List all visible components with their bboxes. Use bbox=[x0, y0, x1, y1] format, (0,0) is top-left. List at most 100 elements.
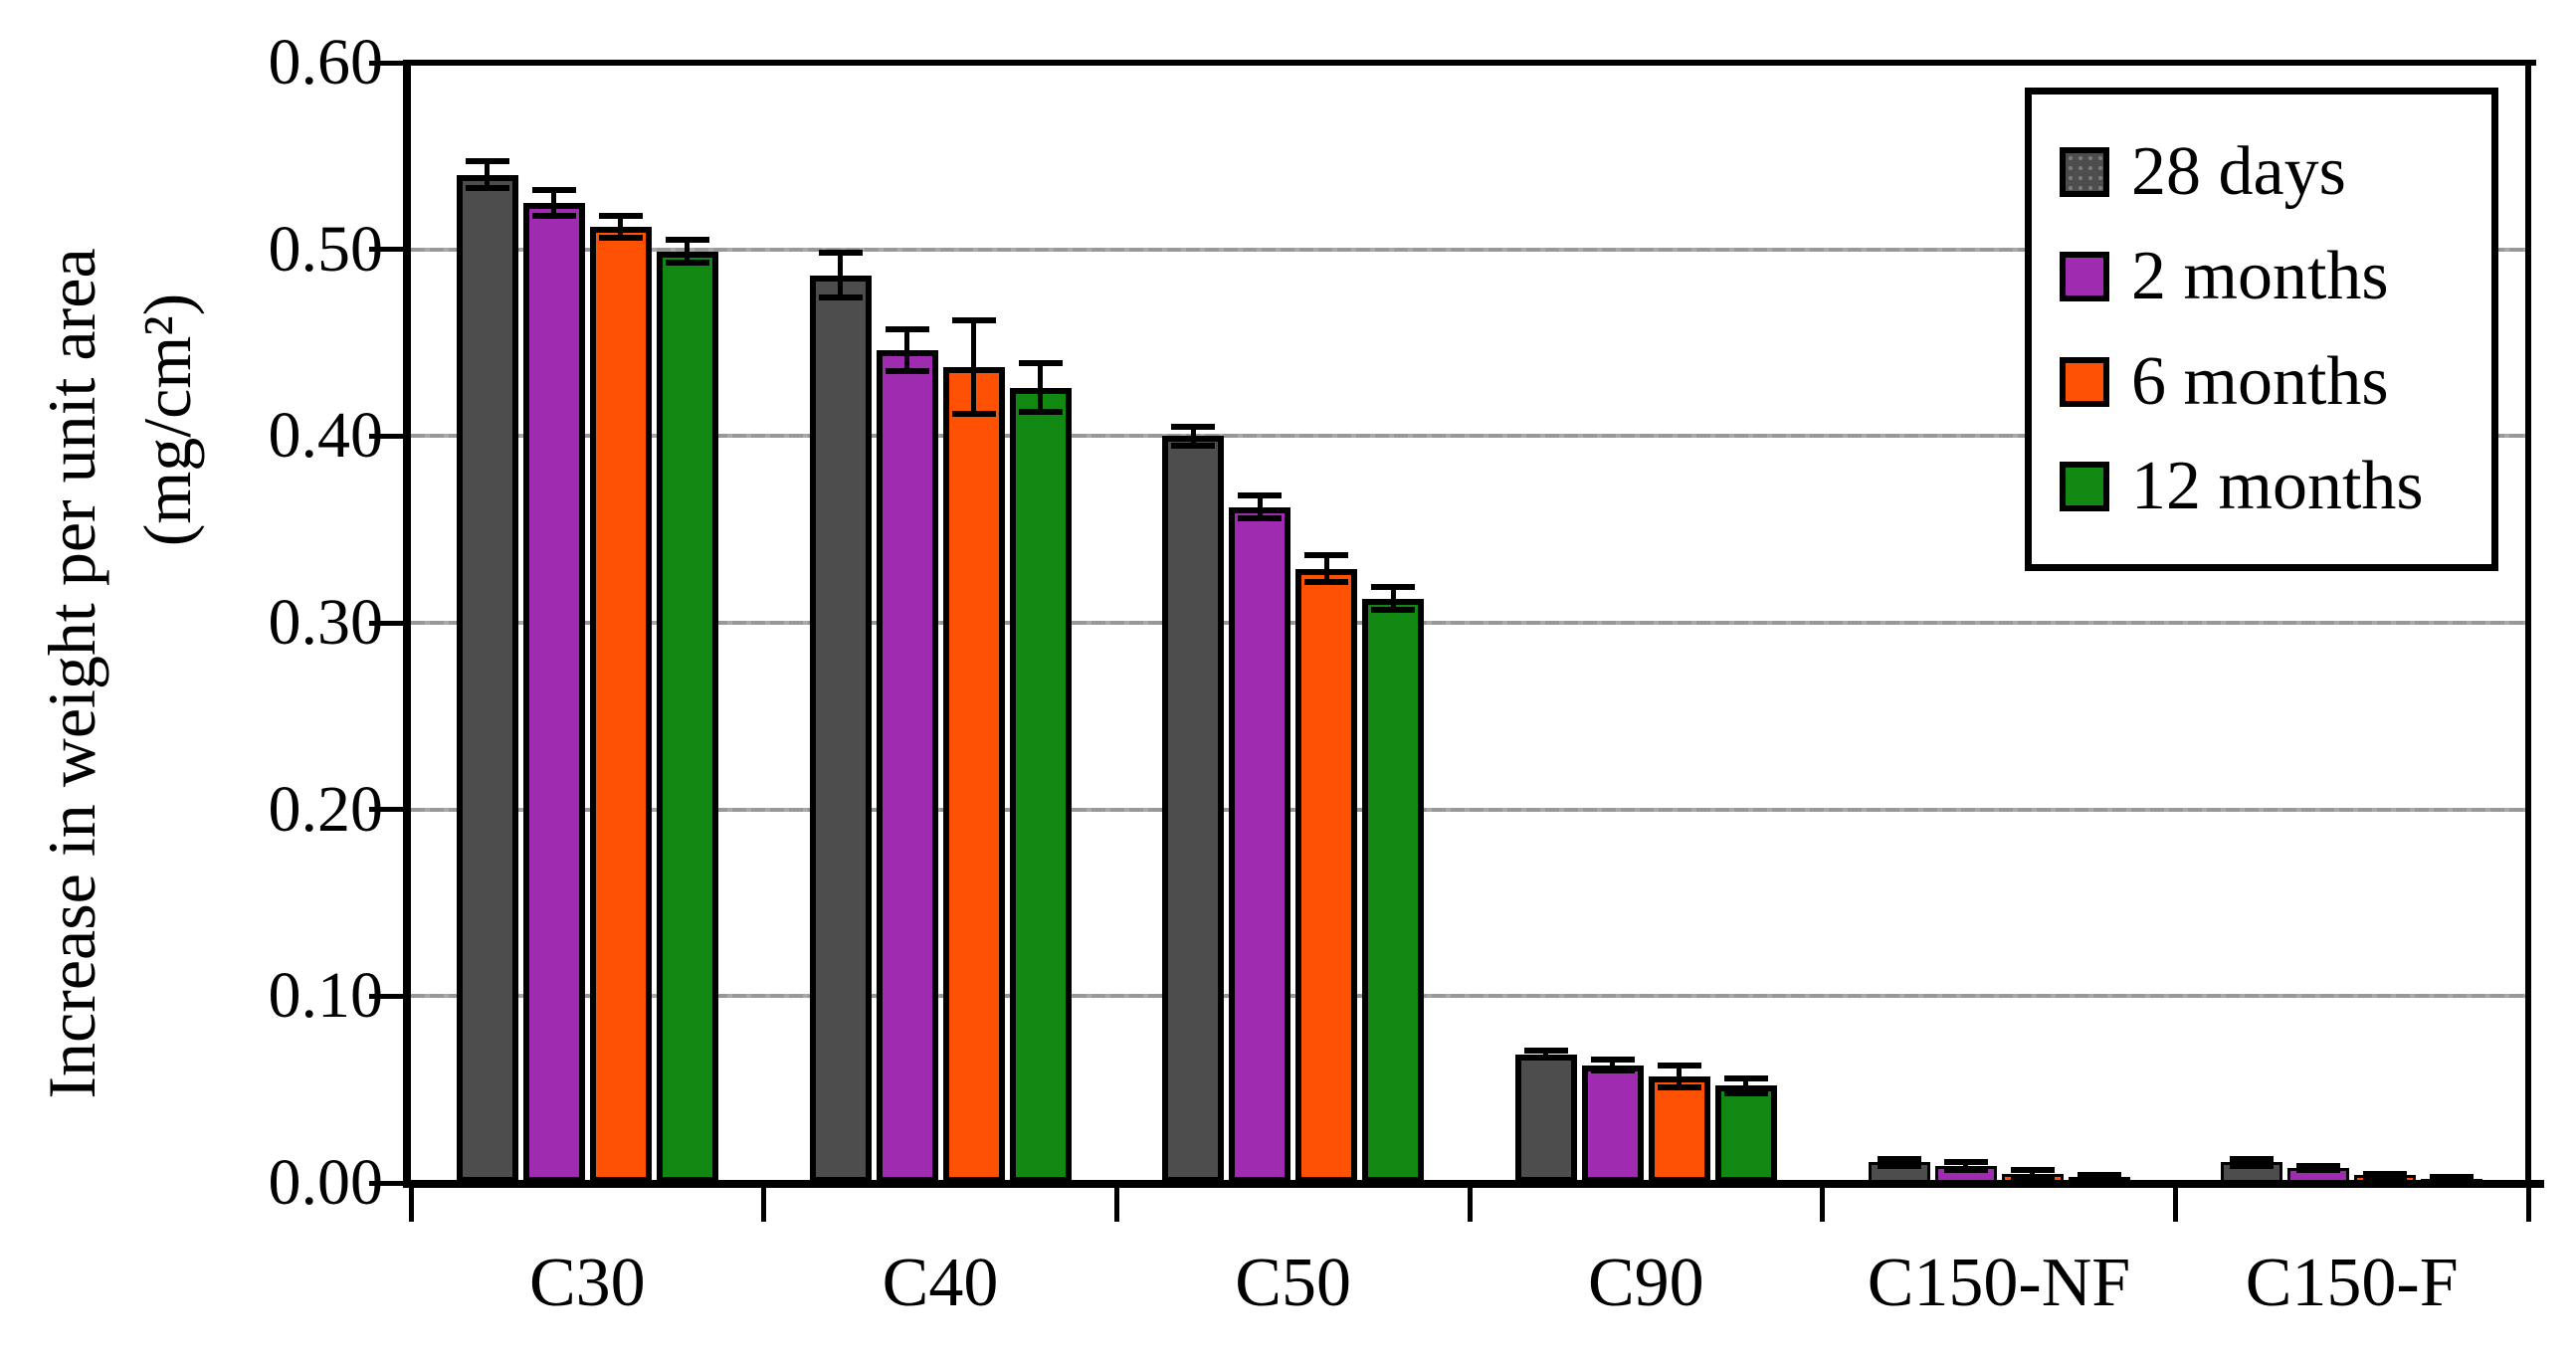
error-bar-cap-bottom bbox=[531, 212, 576, 219]
error-bar-cap-top bbox=[2363, 1170, 2408, 1177]
y-tick-mark bbox=[369, 620, 403, 626]
error-bar-line bbox=[1257, 492, 1263, 521]
error-bar-cap-bottom bbox=[885, 367, 929, 374]
gridline bbox=[411, 994, 2528, 999]
error-bar-cap-top bbox=[2230, 1155, 2275, 1162]
x-tick-mark bbox=[1467, 1188, 1473, 1222]
error-bar-line bbox=[685, 237, 691, 266]
bar-C50-28-days bbox=[1162, 436, 1225, 1183]
legend-label: 28 days bbox=[2131, 133, 2346, 210]
error-bar-cap-bottom bbox=[1304, 578, 1349, 585]
error-bar-cap-top bbox=[1371, 584, 1416, 591]
legend-label: 2 months bbox=[2131, 238, 2389, 315]
error-bar-cap-bottom bbox=[2296, 1166, 2341, 1173]
error-bar-line bbox=[618, 212, 624, 242]
28-days-swatch bbox=[2060, 147, 2109, 197]
error-bar-line bbox=[2249, 1155, 2255, 1170]
legend-label: 12 months bbox=[2131, 447, 2424, 524]
error-bar-cap-bottom bbox=[2230, 1163, 2275, 1170]
error-bar-line bbox=[1963, 1159, 1968, 1173]
error-bar-cap-top bbox=[818, 250, 863, 257]
error-bar-line bbox=[1390, 584, 1396, 613]
y-tick-label: 0.40 bbox=[268, 399, 384, 473]
error-bar-cap-bottom bbox=[1943, 1166, 1988, 1173]
bar-C30-6-months bbox=[589, 227, 652, 1183]
x-category-label-C150-NF: C150-NF bbox=[1867, 1245, 2131, 1321]
error-bar-line bbox=[1743, 1074, 1749, 1096]
bar-C90-6-months bbox=[1648, 1076, 1710, 1183]
bar-C90-28-days bbox=[1514, 1054, 1577, 1183]
bar-C50-6-months bbox=[1295, 568, 1358, 1183]
bar-C40-2-months bbox=[876, 350, 938, 1183]
gridline bbox=[411, 807, 2528, 812]
error-bar-line bbox=[1190, 423, 1196, 449]
error-bar-cap-top bbox=[1304, 552, 1349, 559]
bar-C40-28-days bbox=[809, 275, 872, 1183]
plot-border-right bbox=[2525, 60, 2531, 1187]
x-tick-mark bbox=[1820, 1188, 1826, 1222]
legend-item-28-days: 28 days bbox=[2060, 124, 2481, 220]
x-tick-mark bbox=[2172, 1188, 2178, 1222]
error-bar-cap-top bbox=[1171, 423, 1216, 430]
error-bar-cap-bottom bbox=[665, 259, 709, 266]
error-bar-cap-top bbox=[1943, 1159, 1988, 1166]
error-bar-line bbox=[1038, 360, 1043, 415]
x-category-label-C40: C40 bbox=[882, 1245, 999, 1321]
bar-C40-12-months bbox=[1009, 387, 1072, 1183]
error-bar-line bbox=[971, 316, 976, 417]
error-bar-cap-top bbox=[2077, 1172, 2121, 1179]
y-tick-mark bbox=[369, 1180, 403, 1186]
2-months-swatch bbox=[2060, 252, 2109, 302]
error-bar-cap-bottom bbox=[1723, 1089, 1768, 1096]
bar-C50-2-months bbox=[1229, 506, 1291, 1183]
error-bar-cap-top bbox=[1657, 1062, 1701, 1069]
error-bar-cap-top bbox=[951, 316, 996, 323]
x-category-label-C30: C30 bbox=[528, 1245, 646, 1321]
legend-item-12-months: 12 months bbox=[2060, 439, 2481, 534]
error-bar-cap-top bbox=[531, 186, 576, 193]
legend-item-6-months: 6 months bbox=[2060, 334, 2481, 430]
y-tick-label: 0.60 bbox=[268, 26, 384, 98]
y-tick-label: 0.50 bbox=[268, 212, 384, 286]
error-bar-cap-top bbox=[2296, 1163, 2341, 1170]
error-bar-cap-bottom bbox=[1657, 1084, 1701, 1091]
6-months-swatch bbox=[2060, 356, 2109, 407]
error-bar-cap-bottom bbox=[1590, 1068, 1635, 1074]
error-bar-line bbox=[1677, 1062, 1683, 1091]
error-bar-line bbox=[1896, 1155, 1901, 1170]
y-tick-mark bbox=[369, 247, 403, 253]
error-bar-line bbox=[1543, 1047, 1549, 1062]
bar-C50-12-months bbox=[1362, 598, 1425, 1183]
error-bar-cap-bottom bbox=[1171, 442, 1216, 449]
error-bar-cap-top bbox=[665, 237, 709, 244]
error-bar-cap-top bbox=[1877, 1155, 1921, 1162]
bar-C40-6-months bbox=[942, 366, 1005, 1183]
error-bar-line bbox=[904, 326, 909, 374]
x-tick-mark bbox=[1113, 1188, 1119, 1222]
error-bar-cap-top bbox=[598, 212, 643, 219]
plot-border-top bbox=[403, 60, 2536, 66]
y-tick-label: 0.30 bbox=[268, 586, 384, 659]
legend-label: 6 months bbox=[2131, 342, 2389, 420]
x-category-label-C90: C90 bbox=[1587, 1245, 1704, 1321]
y-tick-label: 0.10 bbox=[268, 959, 384, 1033]
x-tick-mark bbox=[761, 1188, 767, 1222]
error-bar-cap-top bbox=[465, 158, 509, 165]
y-tick-label: 0.20 bbox=[268, 772, 384, 846]
y-tick-label: 0.00 bbox=[268, 1146, 384, 1219]
bar-C30-12-months bbox=[656, 251, 718, 1183]
error-bar-cap-bottom bbox=[2010, 1174, 2055, 1181]
bar-C90-2-months bbox=[1581, 1065, 1644, 1183]
error-bar-cap-bottom bbox=[1523, 1055, 1568, 1062]
error-bar-cap-bottom bbox=[465, 184, 509, 191]
bar-C30-2-months bbox=[522, 202, 585, 1183]
error-bar-cap-top bbox=[1238, 492, 1283, 499]
error-bar-line bbox=[551, 186, 557, 219]
error-bar-cap-bottom bbox=[598, 235, 643, 242]
gridline bbox=[411, 434, 2528, 439]
error-bar-cap-bottom bbox=[2077, 1176, 2121, 1183]
error-bar-cap-bottom bbox=[1018, 408, 1063, 415]
bar-C90-12-months bbox=[1714, 1085, 1777, 1183]
x-tick-mark bbox=[2525, 1188, 2531, 1222]
